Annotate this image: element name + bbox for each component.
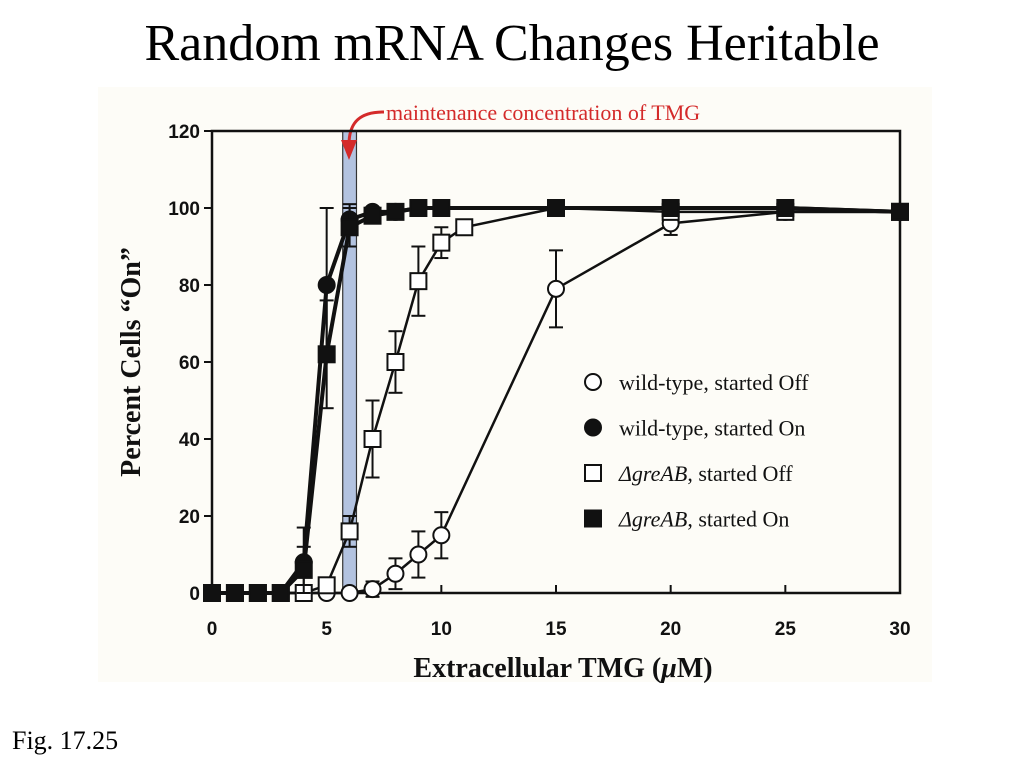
data-point [225, 584, 244, 602]
annotation-label: maintenance concentration of TMG [386, 100, 700, 125]
axes: 0 5 10 15 20 25 30 0 20 40 60 80 100 120 [168, 122, 910, 640]
data-point [363, 430, 382, 448]
legend-marker [584, 373, 602, 391]
data-point [432, 199, 451, 217]
data-point [248, 584, 267, 602]
y-tick-label: 100 [168, 199, 200, 220]
x-tick-label: 10 [431, 619, 452, 640]
data-point [340, 522, 359, 541]
legend-delta: Δ [618, 461, 632, 486]
legend-marker [584, 418, 602, 437]
series-4 [203, 199, 909, 602]
legend-marker [584, 464, 602, 482]
data-point [432, 526, 451, 545]
data-point [386, 202, 405, 221]
x-tick-label: 20 [660, 619, 681, 640]
x-axis-label-mu: μ [659, 653, 677, 684]
y-tick-label: 0 [189, 584, 200, 605]
data-point [409, 545, 428, 564]
data-point [386, 353, 405, 371]
legend-label: wild-type, started On [619, 416, 805, 441]
annotation-arrow [347, 110, 385, 143]
x-axis-label-end: M) [677, 653, 713, 684]
x-axis-label-start: Extracellular TMG ( [413, 653, 661, 684]
legend-gene: greAB [632, 461, 687, 486]
data-point [294, 560, 313, 579]
data-point [317, 276, 336, 294]
annotation-arrowhead [341, 140, 357, 160]
y-axis-label: Percent Cells “On” [116, 247, 147, 477]
x-tick-label: 5 [321, 619, 332, 640]
x-tick-label: 25 [775, 619, 797, 640]
legend-label: ΔgreAB, started On [618, 507, 789, 532]
data-point [891, 202, 909, 221]
legend-label: wild-type, started Off [619, 370, 809, 395]
data-point [547, 279, 565, 298]
data-point [271, 584, 290, 602]
y-tick-label: 80 [179, 276, 200, 297]
x-tick-label: 15 [545, 619, 567, 640]
data-point [547, 199, 565, 217]
legend: wild-type, started Off wild-type, started… [584, 370, 809, 532]
y-tick-label: 120 [168, 122, 200, 143]
data-point [340, 218, 359, 237]
data-point [409, 272, 428, 291]
y-tick-label: 60 [179, 353, 200, 374]
x-axis-label: Extracellular TMG (μM) [413, 653, 712, 684]
y-tick-label: 20 [179, 507, 200, 528]
legend-rest: , started Off [687, 461, 793, 486]
data-point [776, 199, 795, 217]
figure-caption: Fig. 17.25 [12, 726, 119, 755]
data-point [317, 345, 336, 364]
chart: maintenance concentration of TMG 0 5 10 15 2… [98, 87, 932, 684]
data-point [203, 584, 221, 602]
data-point [363, 206, 382, 225]
data-point [661, 199, 680, 217]
legend-marker [584, 509, 602, 528]
data-point [363, 580, 382, 599]
y-tick-label: 40 [179, 430, 200, 451]
series-layer [203, 199, 909, 602]
legend-gene: greAB [632, 507, 687, 532]
data-point [432, 233, 451, 252]
x-tick-label: 30 [889, 619, 910, 640]
data-point [340, 584, 359, 602]
data-point [409, 199, 428, 217]
x-tick-label: 0 [207, 619, 218, 640]
annotation-layer: maintenance concentration of TMG [341, 100, 700, 160]
data-point [317, 576, 336, 595]
data-point [455, 218, 474, 237]
plot-area-background [98, 87, 932, 682]
slide-title: Random mRNA Changes Heritable [144, 15, 880, 72]
legend-rest: , started On [687, 507, 789, 532]
data-point [386, 564, 405, 583]
legend-delta: Δ [618, 507, 632, 532]
legend-label: ΔgreAB, started Off [618, 461, 793, 486]
